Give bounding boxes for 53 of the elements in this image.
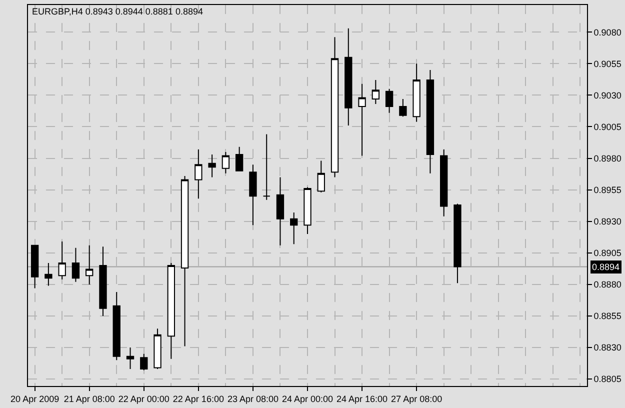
chart-title: EURGBP,H4 0.8943 0.8944 0.8881 0.8894 — [32, 6, 203, 16]
candlestick — [440, 148, 448, 217]
candlestick — [86, 244, 94, 285]
x-tick-label: 24 Apr 00:00 — [282, 394, 334, 404]
candlestick — [112, 292, 120, 361]
y-tick-label: 0.9055 — [594, 58, 622, 69]
y-tick-label: 0.8930 — [594, 216, 622, 227]
candlestick — [194, 148, 202, 200]
candlestick — [222, 151, 230, 174]
y-tick-label: 0.8805 — [594, 374, 622, 384]
candlestick — [167, 262, 175, 360]
candlestick — [426, 69, 434, 174]
y-tick-label: 0.8855 — [594, 311, 622, 322]
candlestick — [276, 176, 284, 246]
candlestick — [372, 80, 380, 105]
y-tick-label: 0.8830 — [594, 342, 622, 353]
candlestick — [262, 134, 270, 200]
y-tick-label: 0.9080 — [594, 27, 622, 38]
candlestick — [30, 244, 39, 289]
candlestick — [99, 246, 107, 316]
y-tick-label: 0.8980 — [594, 153, 622, 164]
ref-line-label: 0.8894 — [592, 262, 620, 272]
y-tick-label: 0.8880 — [594, 280, 622, 290]
candlestick — [126, 347, 134, 370]
candlestick — [454, 203, 462, 284]
y-tick-label: 0.9030 — [594, 90, 622, 100]
candlestick — [249, 164, 257, 226]
x-tick-label: 22 Apr 16:00 — [172, 394, 224, 404]
candlestick — [399, 98, 407, 118]
x-tick-label: 27 Apr 08:00 — [391, 394, 442, 404]
x-tick-label: 21 Apr 08:00 — [64, 394, 115, 404]
candlestick — [44, 262, 52, 286]
candlestick — [140, 353, 148, 371]
y-tick-label: 0.9005 — [594, 122, 622, 132]
candlestick — [385, 88, 394, 114]
x-tick-label: 23 Apr 08:00 — [227, 394, 278, 404]
candlestick — [304, 186, 312, 234]
x-tick-label: 20 Apr 2009 — [10, 394, 60, 404]
candlestick — [412, 63, 420, 122]
candlestick — [344, 28, 352, 126]
candlestick — [208, 154, 216, 178]
x-tick-label: 22 Apr 00:00 — [118, 394, 170, 404]
candlestick — [180, 175, 189, 347]
y-tick-label: 0.8955 — [594, 184, 622, 195]
candlestick — [358, 83, 366, 156]
candlestick — [58, 241, 66, 280]
candlestick — [317, 160, 325, 193]
y-tick-label: 0.8905 — [594, 248, 622, 258]
candlestick — [235, 146, 244, 172]
candlestick — [154, 328, 162, 370]
candlestick — [72, 247, 80, 282]
x-tick-label: 24 Apr 16:00 — [336, 394, 388, 404]
candlestick — [290, 212, 298, 245]
